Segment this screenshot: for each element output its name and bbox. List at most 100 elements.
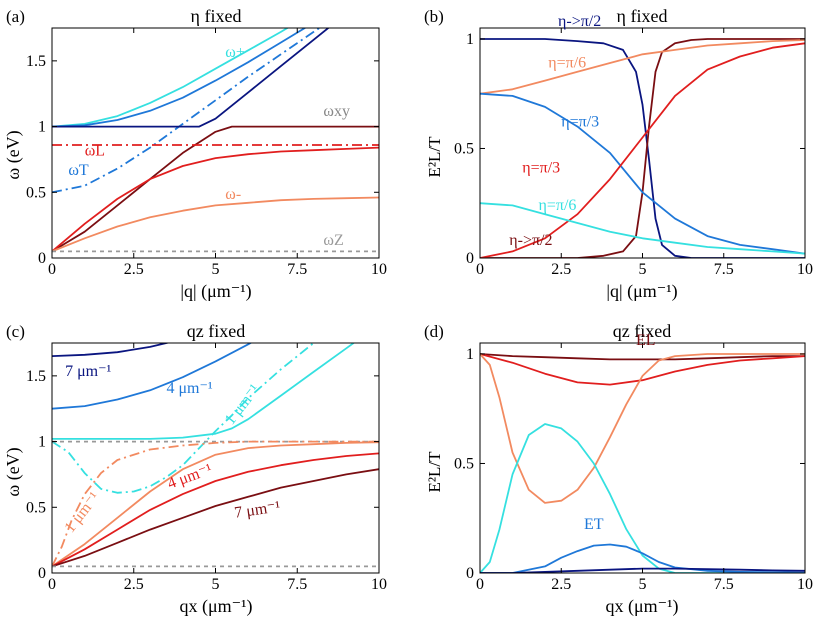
x-tick-label-c-4: 10	[371, 576, 387, 593]
annotation-b-4: η=π/6	[539, 197, 577, 214]
series-a-4	[52, 125, 379, 253]
annotation-b-5: η->π/2	[509, 232, 552, 249]
annotation-b-2: η=π/3	[561, 114, 599, 131]
x-tick-label-a-3: 7.5	[287, 261, 307, 278]
y-tick-label-b-2: 1	[466, 31, 474, 48]
annotation-a-5: ωZ	[323, 232, 343, 249]
panel-label-a: (a)	[6, 7, 25, 26]
series-d-2	[480, 353, 805, 504]
annotation-c-0: 7 μm⁻¹	[65, 363, 111, 380]
y-tick-label-c-2: 1	[38, 434, 46, 451]
series-d-0	[480, 353, 805, 361]
x-tick-label-d-3: 7.5	[714, 576, 734, 593]
series-c-5	[52, 440, 379, 567]
y-tick-label-b-0: 0	[466, 250, 474, 267]
series-c-8	[52, 468, 379, 568]
annotation-d-0: EL	[636, 332, 656, 349]
series-c-3	[52, 343, 315, 494]
x-tick-label-a-2: 5	[212, 261, 220, 278]
annotation-a-4: ω-	[225, 186, 241, 203]
x-tick-label-d-2: 5	[639, 576, 647, 593]
annotation-d-1: ET	[584, 516, 604, 533]
series-a-2	[52, 28, 321, 194]
panel-title-b: η fixed	[617, 6, 668, 26]
panel-label-b: (b)	[424, 7, 444, 26]
series-b-2	[480, 39, 805, 95]
annotation-b-0: η->π/2	[558, 13, 601, 30]
panel-c: (c) qz fixed 0 2.5 5 7.5 10 0 0.5 1 1.5 7 μm⁻¹ 4 μ…	[3, 321, 387, 617]
panel-label-c: (c)	[6, 322, 25, 341]
annotation-c-5: 1 μm⁻¹	[61, 489, 103, 536]
x-tick-label-b-0: 0	[476, 261, 484, 278]
series-b-4	[480, 42, 805, 258]
series-c-6	[52, 441, 379, 568]
plot-area-d: 0 2.5 5 7.5 10 0 0.5 1 EL ET	[454, 332, 813, 593]
series-a-1	[52, 28, 307, 128]
y-axis-label-c: ω (eV)	[3, 447, 24, 496]
y-tick-label-c-1: 0.5	[26, 499, 46, 516]
series-c-7	[52, 452, 379, 568]
annotation-c-2: 1 μm⁻¹	[222, 381, 264, 428]
panel-a: (a) η fixed 0 2.5 5 7.5 10 0 0.5 1 1.5 ω+ ωxy ωL ωT ω…	[3, 6, 387, 302]
annotation-a-3: ωT	[68, 162, 89, 179]
x-tick-label-a-0: 0	[48, 261, 56, 278]
series-a-0	[52, 28, 290, 128]
x-tick-label-c-2: 5	[212, 576, 220, 593]
panel-title-d: qz fixed	[613, 321, 671, 341]
panel-b: (b) η fixed 0 2.5 5 7.5 10 0 0.5 1 η->π/2 η=π/6 η=…	[424, 6, 813, 302]
annotation-a-2: ωL	[85, 142, 105, 159]
x-axis-label-c: qx (μm⁻¹)	[179, 596, 252, 617]
x-tick-label-c-3: 7.5	[287, 576, 307, 593]
y-tick-label-a-1: 0.5	[26, 184, 46, 201]
x-tick-label-b-4: 10	[797, 261, 813, 278]
plot-area-b: 0 2.5 5 7.5 10 0 0.5 1 η->π/2 η=π/6 η=π/3 η=π/3 η=π/…	[454, 13, 813, 278]
series-c-2	[52, 343, 356, 440]
series-c-1	[52, 343, 253, 410]
series-b-5	[480, 202, 805, 255]
series-c-0	[52, 343, 171, 357]
annotation-c-4: 7 μm⁻¹	[233, 498, 281, 521]
annotation-a-0: ω+	[225, 44, 245, 61]
panel-title-c: qz fixed	[187, 321, 245, 341]
y-axis-label-d: E²L/T	[425, 451, 444, 493]
x-tick-label-c-0: 0	[48, 576, 56, 593]
series-a-6	[52, 146, 379, 253]
series-a-7	[52, 196, 379, 253]
y-tick-label-d-1: 0.5	[454, 455, 474, 472]
series-d-1	[480, 353, 805, 386]
annotation-a-1: ωxy	[323, 103, 350, 120]
y-tick-label-d-2: 1	[466, 346, 474, 363]
series-a-3	[52, 28, 330, 128]
annotation-c-1: 4 μm⁻¹	[166, 380, 212, 397]
y-tick-label-a-3: 1.5	[26, 53, 46, 70]
series-b-1	[480, 38, 805, 258]
y-tick-label-a-2: 1	[38, 119, 46, 136]
y-tick-label-c-0: 0	[38, 565, 46, 582]
y-axis-label-a: ω (eV)	[3, 130, 24, 179]
plot-area-a: 0 2.5 5 7.5 10 0 0.5 1 1.5 ω+ ωxy ωL ωT ω-ωZ	[26, 27, 387, 278]
x-tick-label-d-4: 10	[797, 576, 813, 593]
y-tick-label-b-1: 0.5	[454, 140, 474, 157]
annotation-b-3: η=π/3	[522, 160, 560, 177]
y-tick-label-d-0: 0	[466, 565, 474, 582]
panel-label-d: (d)	[424, 322, 444, 341]
y-axis-label-b: E²L/T	[425, 136, 444, 178]
x-tick-label-d-0: 0	[476, 576, 484, 593]
y-tick-label-a-0: 0	[38, 250, 46, 267]
x-tick-label-b-1: 2.5	[551, 261, 571, 278]
x-axis-label-b: |q| (μm⁻¹)	[606, 281, 677, 302]
x-tick-label-a-4: 10	[371, 261, 387, 278]
panel-title-a: η fixed	[191, 6, 242, 26]
series-b-3	[480, 92, 805, 255]
series-d-3	[480, 423, 805, 573]
x-tick-label-c-1: 2.5	[124, 576, 144, 593]
x-tick-label-a-1: 2.5	[124, 261, 144, 278]
series-b-0	[480, 38, 805, 258]
annotation-b-1: η=π/6	[548, 54, 586, 71]
x-tick-label-b-2: 5	[639, 261, 647, 278]
panel-d: (d) qz fixed 0 2.5 5 7.5 10 0 0.5 1 EL ET qx (μm⁻…	[424, 321, 813, 617]
x-tick-label-b-3: 7.5	[714, 261, 734, 278]
x-axis-label-d: qx (μm⁻¹)	[605, 596, 678, 617]
